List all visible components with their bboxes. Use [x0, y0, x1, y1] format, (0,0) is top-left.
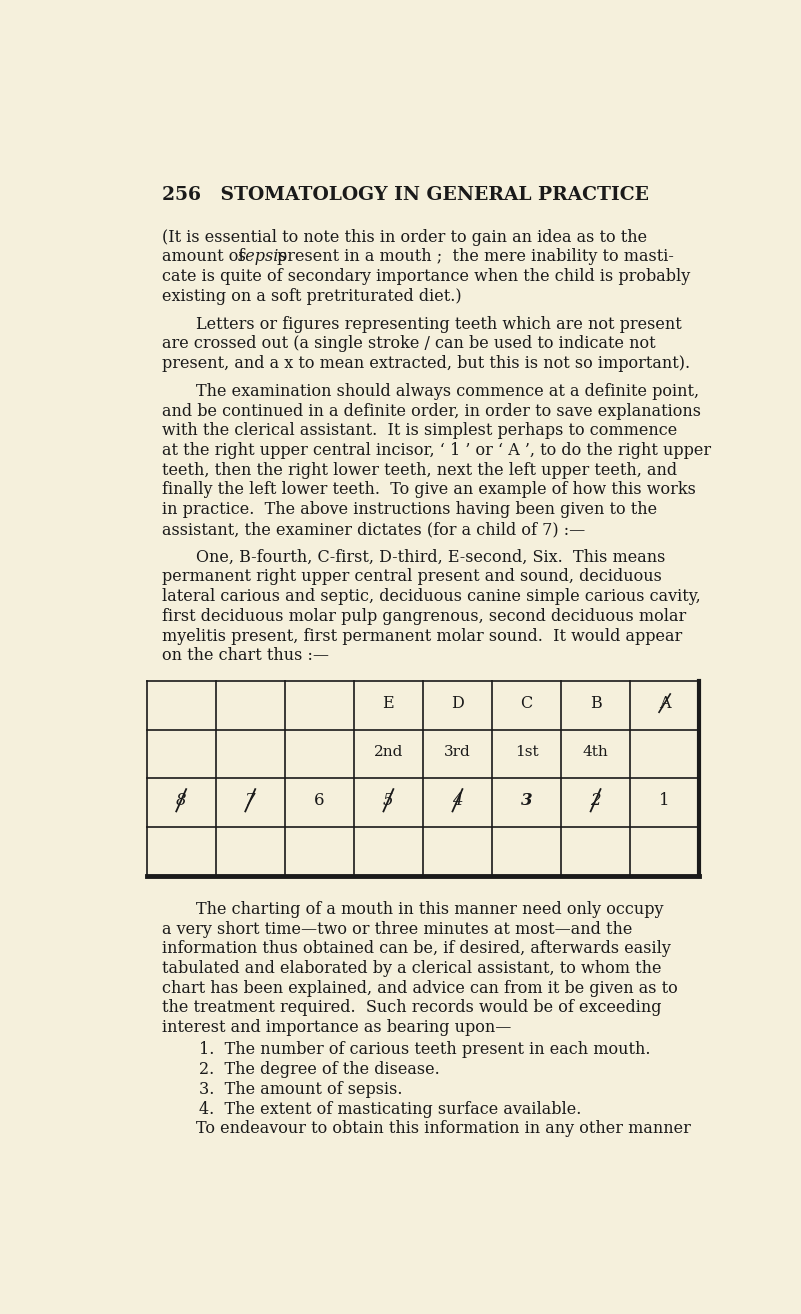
Text: D: D — [451, 695, 464, 712]
Text: at the right upper central incisor, ‘ 1 ’ or ‘ A ’, to do the right upper: at the right upper central incisor, ‘ 1 … — [162, 442, 711, 459]
Text: interest and importance as bearing upon—: interest and importance as bearing upon— — [162, 1020, 512, 1037]
Text: tabulated and elaborated by a clerical assistant, to whom the: tabulated and elaborated by a clerical a… — [162, 961, 662, 978]
Text: 3.  The amount of sepsis.: 3. The amount of sepsis. — [199, 1081, 403, 1097]
Text: A: A — [659, 695, 670, 712]
Text: are crossed out (a single stroke / can be used to indicate not: are crossed out (a single stroke / can b… — [162, 335, 656, 352]
Text: 1: 1 — [659, 792, 670, 808]
Text: 5: 5 — [383, 792, 394, 808]
Text: myelitis present, first permanent molar sound.  It would appear: myelitis present, first permanent molar … — [162, 628, 682, 645]
Text: assistant, the examiner dictates (for a child of 7) :—: assistant, the examiner dictates (for a … — [162, 520, 586, 537]
Text: a very short time—two or three minutes at most—and the: a very short time—two or three minutes a… — [162, 921, 633, 938]
Text: 2nd: 2nd — [374, 745, 403, 758]
Text: present, and a x to mean extracted, but this is not so important).: present, and a x to mean extracted, but … — [162, 355, 690, 372]
Text: (It is essential to note this in order to gain an idea as to the: (It is essential to note this in order t… — [162, 229, 647, 246]
Text: 4: 4 — [452, 792, 463, 808]
Text: One, B-fourth, C-first, D-third, E-second, Six.  This means: One, B-fourth, C-first, D-third, E-secon… — [196, 549, 666, 566]
Text: with the clerical assistant.  It is simplest perhaps to commence: with the clerical assistant. It is simpl… — [162, 422, 678, 439]
Text: 4th: 4th — [582, 745, 609, 758]
Text: 2.  The degree of the disease.: 2. The degree of the disease. — [199, 1062, 441, 1077]
Text: amount of: amount of — [162, 248, 250, 265]
Text: Letters or figures representing teeth which are not present: Letters or figures representing teeth wh… — [196, 315, 682, 332]
Text: The examination should always commence at a definite point,: The examination should always commence a… — [196, 382, 699, 399]
Text: lateral carious and septic, deciduous canine simple carious cavity,: lateral carious and septic, deciduous ca… — [162, 589, 701, 606]
Text: 4.  The extent of masticating surface available.: 4. The extent of masticating surface ava… — [199, 1101, 582, 1118]
Text: on the chart thus :—: on the chart thus :— — [162, 648, 329, 665]
Text: 2: 2 — [590, 792, 601, 808]
Text: information thus obtained can be, if desired, afterwards easily: information thus obtained can be, if des… — [162, 941, 671, 958]
Text: 3: 3 — [521, 792, 533, 808]
Text: 1.  The number of carious teeth present in each mouth.: 1. The number of carious teeth present i… — [199, 1042, 651, 1058]
Text: first deciduous molar pulp gangrenous, second deciduous molar: first deciduous molar pulp gangrenous, s… — [162, 608, 686, 625]
Text: C: C — [521, 695, 533, 712]
Text: 1st: 1st — [515, 745, 538, 758]
Text: cate is quite of secondary importance when the child is probably: cate is quite of secondary importance wh… — [162, 268, 690, 285]
Text: existing on a soft pretriturated diet.): existing on a soft pretriturated diet.) — [162, 288, 462, 305]
Text: sepsis: sepsis — [238, 248, 288, 265]
Text: in practice.  The above instructions having been given to the: in practice. The above instructions havi… — [162, 501, 658, 518]
Text: present in a mouth ;  the mere inability to masti-: present in a mouth ; the mere inability … — [277, 248, 674, 265]
Text: To endeavour to obtain this information in any other manner: To endeavour to obtain this information … — [196, 1121, 691, 1138]
Text: 8: 8 — [176, 792, 187, 808]
Text: finally the left lower teeth.  To give an example of how this works: finally the left lower teeth. To give an… — [162, 481, 696, 498]
Text: 3rd: 3rd — [444, 745, 471, 758]
Text: 256   STOMATOLOGY IN GENERAL PRACTICE: 256 STOMATOLOGY IN GENERAL PRACTICE — [162, 187, 649, 204]
Text: the treatment required.  Such records would be of exceeding: the treatment required. Such records wou… — [162, 1000, 662, 1017]
Text: B: B — [590, 695, 602, 712]
Text: permanent right upper central present and sound, deciduous: permanent right upper central present an… — [162, 569, 662, 586]
Text: teeth, then the right lower teeth, next the left upper teeth, and: teeth, then the right lower teeth, next … — [162, 461, 678, 478]
Text: and be continued in a definite order, in order to save explanations: and be continued in a definite order, in… — [162, 402, 701, 419]
Text: E: E — [383, 695, 394, 712]
Text: 6: 6 — [314, 792, 324, 808]
Text: The charting of a mouth in this manner need only occupy: The charting of a mouth in this manner n… — [196, 901, 664, 918]
Text: 7: 7 — [245, 792, 256, 808]
Text: chart has been explained, and advice can from it be given as to: chart has been explained, and advice can… — [162, 980, 678, 997]
